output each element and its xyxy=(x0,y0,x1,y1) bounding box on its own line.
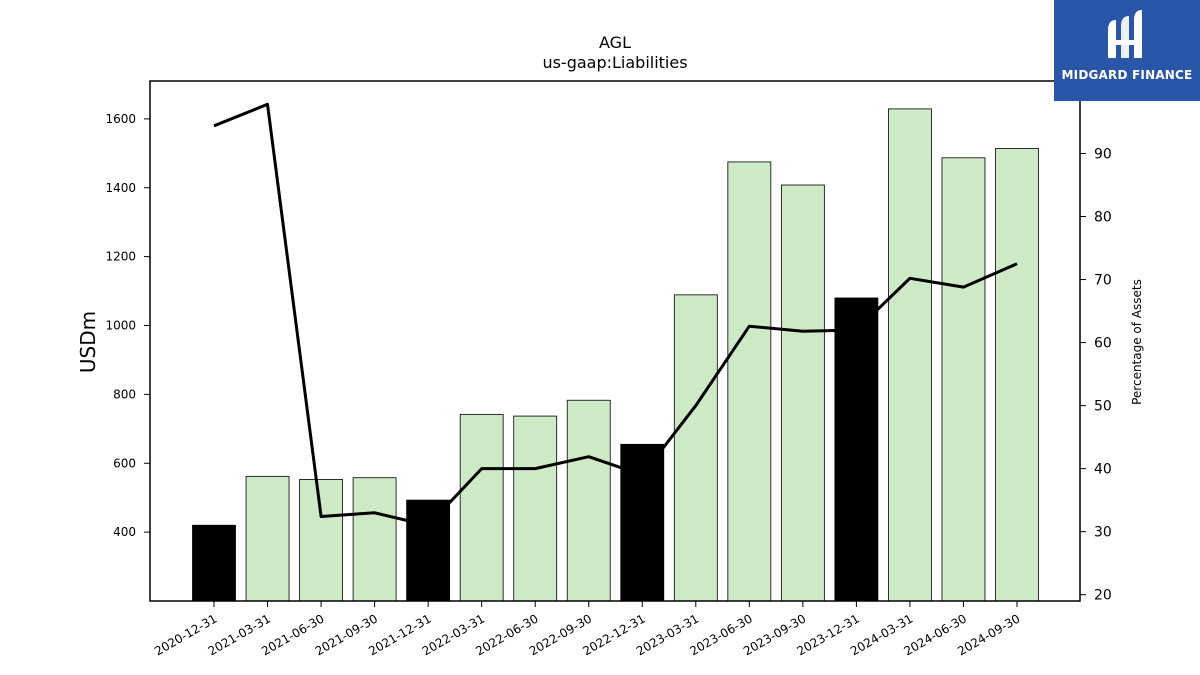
bar xyxy=(941,157,986,602)
bar xyxy=(620,443,665,602)
chart-subtitle: us-gaap:Liabilities xyxy=(542,53,687,72)
bar xyxy=(192,524,236,602)
bar xyxy=(566,399,611,602)
midgard-logo-icon xyxy=(1108,10,1142,58)
bar xyxy=(888,108,932,602)
y-tick-label: 800 xyxy=(113,387,136,401)
percentage-line xyxy=(213,102,1018,527)
y2-tick-label: 20 xyxy=(1094,588,1112,604)
bar xyxy=(673,294,718,602)
brand-logo: MIDGARD FINANCE xyxy=(1054,0,1200,101)
bar xyxy=(834,297,879,602)
bar xyxy=(459,413,504,602)
y-tick-label: 600 xyxy=(113,456,136,470)
y-tick-label: 400 xyxy=(113,525,136,539)
y2-axis-label: Percentage of Assets xyxy=(1130,279,1144,405)
y2-tick-label: 60 xyxy=(1094,336,1112,352)
plot-frame xyxy=(149,80,1081,602)
bar xyxy=(780,184,825,602)
bar xyxy=(352,477,397,602)
bar xyxy=(406,499,451,602)
y2-tick-label: 50 xyxy=(1094,399,1112,415)
logo-text: MIDGARD FINANCE xyxy=(1061,68,1193,82)
y2-tick-label: 40 xyxy=(1094,462,1112,478)
y-axis-label: USDm xyxy=(76,311,100,373)
y-tick-label: 1000 xyxy=(105,319,136,333)
y-tick-label: 1400 xyxy=(105,181,136,195)
y2-tick-label: 70 xyxy=(1094,273,1112,289)
y2-tick-label: 90 xyxy=(1094,146,1112,162)
bar xyxy=(299,479,343,602)
bar xyxy=(727,161,772,602)
bar xyxy=(245,475,290,602)
bar xyxy=(513,415,558,602)
chart-title: AGL xyxy=(599,33,631,52)
bar xyxy=(995,148,1039,602)
y-tick-label: 1200 xyxy=(105,250,136,264)
y-tick-label: 1600 xyxy=(105,112,136,126)
y2-tick-label: 80 xyxy=(1094,210,1112,226)
y2-tick-label: 30 xyxy=(1094,525,1112,541)
